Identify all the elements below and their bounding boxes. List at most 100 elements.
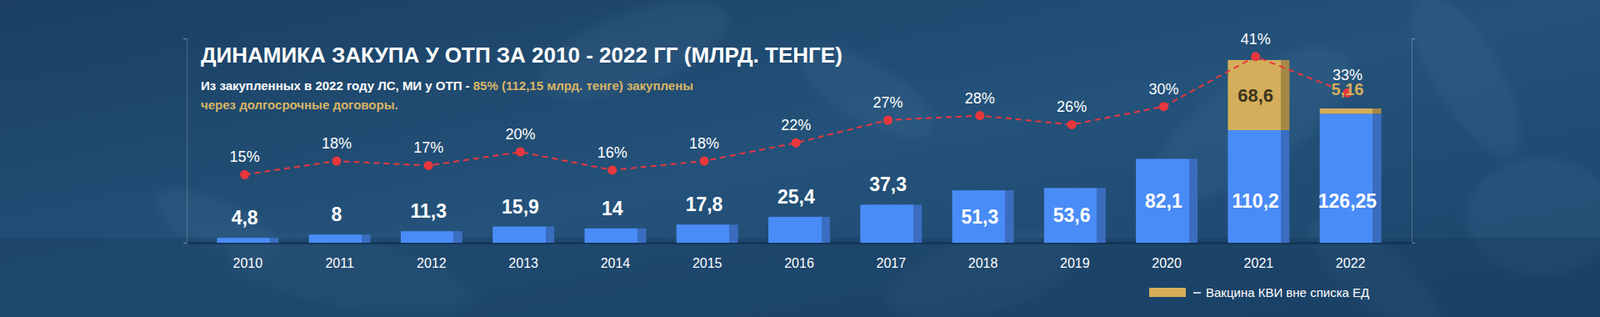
- bar-label: 110,2: [1232, 190, 1280, 212]
- x-tick-label: 2022: [1335, 255, 1366, 270]
- marker: [791, 138, 801, 148]
- bar-label: 11,3: [410, 200, 447, 222]
- bar: [1227, 130, 1290, 243]
- x-tick: 2011: [325, 242, 355, 270]
- point-label: 16%: [597, 144, 628, 161]
- bar-label: 4,8: [231, 206, 259, 229]
- title: ДИНАМИКА ЗАКУПА У ОТП ЗА 2010 - 2022 ГГ …: [200, 42, 843, 68]
- x-tick-label: 2019: [1060, 255, 1090, 270]
- x-tick: 2014: [600, 242, 631, 270]
- subtitle-block: Из закупленных в 2022 году ЛС, МИ у ОТП …: [200, 75, 718, 115]
- x-tick-label: 2015: [692, 255, 723, 270]
- x-tick-label: 2014: [600, 255, 631, 270]
- y-tick: [183, 38, 187, 40]
- x-tick: 2010: [233, 242, 264, 270]
- y-tick-line: [183, 242, 187, 244]
- bar-label: 53,6: [1053, 204, 1091, 226]
- x-tick-label: 2013: [508, 255, 539, 270]
- point-label: 41%: [1240, 30, 1271, 48]
- x-tick-label: 2020: [1151, 255, 1182, 270]
- bar: [309, 234, 371, 243]
- bar-label: 25,4: [777, 185, 815, 208]
- y-axis-line: [183, 39, 188, 244]
- legend-label: Вакцина КВИ вне списка ЕД: [1205, 285, 1370, 300]
- bar-label: 15,9: [501, 195, 540, 218]
- pill-shape: [1391, 0, 1541, 171]
- x-tick-label: 2016: [784, 255, 815, 270]
- y2-tick: [1411, 38, 1415, 40]
- x-tick-label: 2011: [325, 255, 355, 270]
- bar-label: 37,3: [869, 173, 907, 195]
- bar-label: 126,25: [1318, 190, 1378, 212]
- subtitle: Из закупленных в 2022 году ЛС, МИ у ОТП …: [200, 78, 470, 93]
- y-axis: [183, 39, 188, 244]
- x-tick-label: 2012: [416, 255, 447, 270]
- point-label: 33%: [1332, 66, 1363, 84]
- bar: [768, 216, 830, 243]
- point-label: 22%: [780, 116, 811, 134]
- y2-axis-line: [1412, 39, 1416, 244]
- marker: [240, 170, 250, 180]
- marker: [1159, 101, 1169, 111]
- marker: [515, 147, 525, 157]
- bar: [1320, 108, 1382, 114]
- x-tick: 2015: [692, 242, 723, 270]
- bar: [1135, 158, 1198, 243]
- point-label: 15%: [230, 148, 260, 165]
- x-tick-label: 2010: [233, 255, 264, 270]
- bar-series: [1227, 60, 1381, 130]
- markers: [240, 51, 1352, 180]
- x-tick-label: 2021: [1244, 255, 1275, 270]
- bar: [1044, 187, 1106, 243]
- x-tick: 2018: [968, 242, 999, 270]
- bar: [585, 228, 647, 243]
- point-label: 28%: [965, 90, 995, 107]
- marker: [331, 156, 341, 166]
- y2-tick: [1411, 242, 1415, 244]
- bar-series: [216, 113, 1381, 243]
- bar: [1320, 113, 1382, 243]
- point-label: 17%: [413, 139, 444, 156]
- legend-dash: [1193, 291, 1201, 294]
- bar-label: 8: [331, 203, 343, 225]
- bar-label: 82,1: [1145, 190, 1183, 212]
- floor-shade: [0, 237, 1600, 317]
- bar-label: 17,8: [685, 193, 724, 215]
- point-label: 18%: [689, 135, 720, 152]
- x-tick: 2012: [416, 242, 447, 270]
- marker: [1250, 51, 1260, 61]
- marker: [883, 115, 893, 125]
- y-tick-line: [183, 38, 187, 40]
- point-label: 18%: [321, 135, 352, 152]
- marker: [700, 156, 710, 166]
- x-tick: 2020: [1151, 242, 1182, 270]
- bar-label: 51,3: [960, 205, 999, 228]
- data-labels: 4,8811,315,91417,825,437,351,353,682,111…: [230, 30, 1378, 229]
- bar: [400, 230, 463, 243]
- x-tick: 2017: [875, 242, 906, 270]
- x-tick: 2021: [1244, 242, 1275, 270]
- x-tick: 2013: [508, 242, 539, 270]
- line: [245, 56, 1348, 175]
- x-tick: 2022: [1335, 242, 1366, 270]
- bar: [860, 204, 922, 243]
- point-label: 27%: [873, 94, 904, 111]
- y2-tick-line: [1411, 242, 1415, 244]
- y2-axis: [1411, 39, 1415, 244]
- bar-label: 68,6: [1237, 85, 1274, 106]
- bar: [1227, 60, 1290, 130]
- marker: [424, 160, 434, 170]
- y2-tick-line: [1411, 38, 1415, 40]
- x-tick: 2016: [784, 242, 815, 270]
- point-label: 26%: [1056, 98, 1087, 115]
- chart: ДИНАМИКА ЗАКУПА У ОТП ЗА 2010 - 2022 ГГ …: [0, 0, 1600, 317]
- point-label: 20%: [505, 125, 535, 143]
- bar: [952, 190, 1015, 243]
- bar: [216, 237, 279, 243]
- marker: [1067, 120, 1077, 130]
- x-axis: 2010 2011 2012 2013 2014 2015 2016 2017 2018 2019…: [187, 242, 1413, 270]
- background: [0, 0, 1600, 317]
- x-tick-label: 2018: [968, 255, 999, 270]
- legend: Вакцина КВИ вне списка ЕД: [1149, 285, 1370, 300]
- bar: [492, 226, 555, 243]
